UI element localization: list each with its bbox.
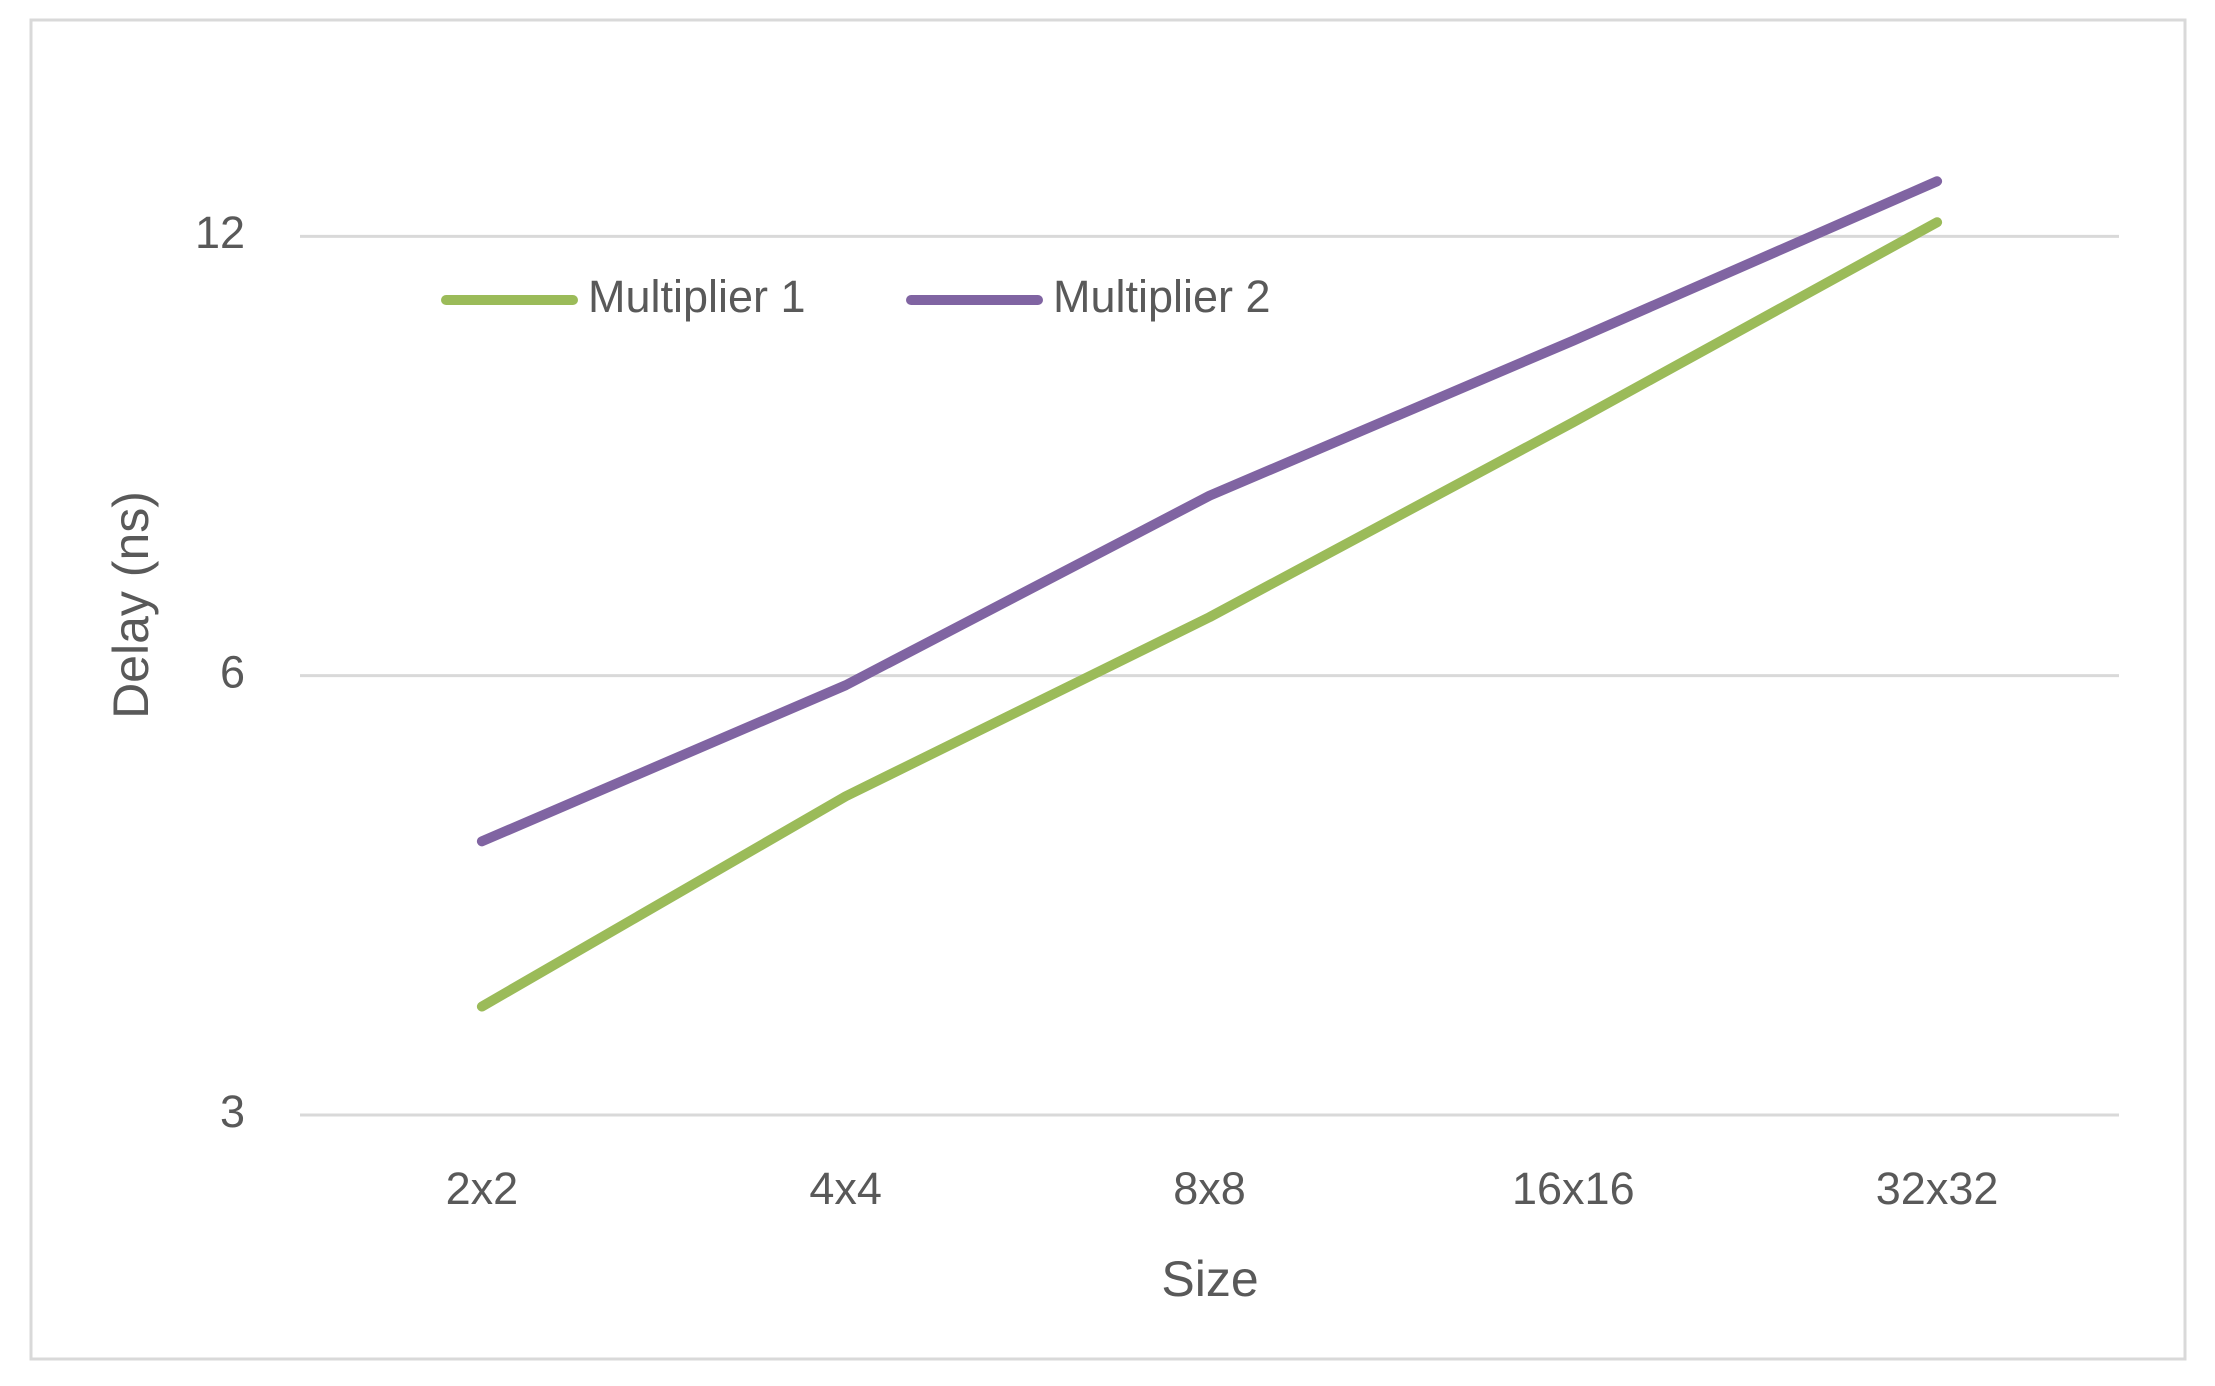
chart-border [29,18,2187,1361]
y-tick-label: 3 [220,1086,245,1137]
y-tick-label: 12 [195,207,245,258]
y-axis-title: Delay (ns) [103,491,159,719]
x-tick-label: 32x32 [1876,1163,1999,1214]
x-tick-label: 8x8 [1173,1163,1246,1214]
legend-label: Multiplier 2 [1053,271,1271,322]
series-line [476,217,1943,1012]
series-line [476,176,1943,847]
x-tick-label: 16x16 [1512,1163,1635,1214]
x-axis-title: Size [1161,1251,1258,1307]
y-tick-label: 6 [220,647,245,698]
x-tick-label: 4x4 [809,1163,882,1214]
legend-label: Multiplier 1 [588,271,806,322]
x-tick-label: 2x2 [446,1163,519,1214]
